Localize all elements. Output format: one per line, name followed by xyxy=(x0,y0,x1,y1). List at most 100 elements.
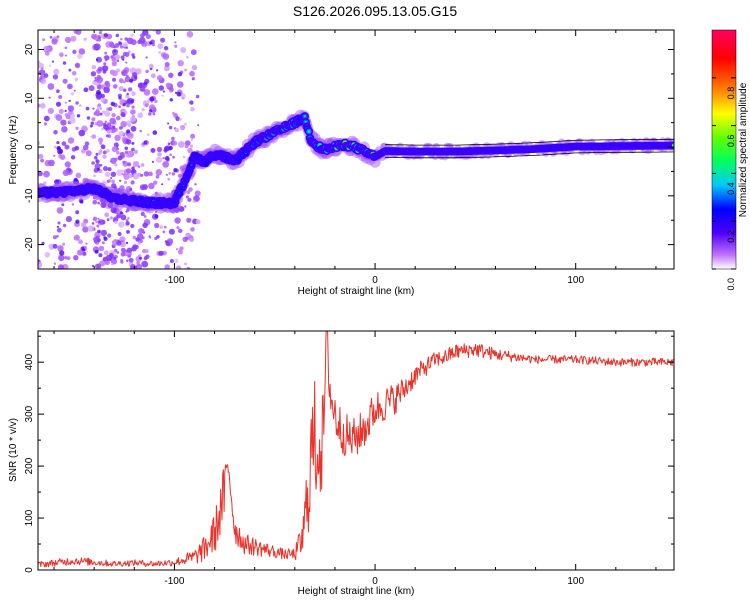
heatmap-cell xyxy=(97,66,103,72)
heatmap-cell xyxy=(96,263,102,269)
heatmap-cell xyxy=(70,35,77,42)
heatmap-cell xyxy=(148,182,155,190)
heatmap-cell xyxy=(80,246,85,251)
heatmap-cell xyxy=(131,142,135,145)
heatmap-cell xyxy=(128,252,132,256)
spectrogram-ylabel: Frequency (Hz) xyxy=(8,116,19,185)
heatmap-cell xyxy=(66,256,71,260)
heatmap-cell xyxy=(174,44,178,48)
heatmap-cell xyxy=(190,138,193,142)
heatmap-cell xyxy=(120,259,124,262)
heatmap-cell xyxy=(92,107,95,110)
heatmap-cell xyxy=(120,112,126,117)
heatmap-cell xyxy=(64,109,67,112)
heatmap-cell xyxy=(100,144,106,150)
x-tick-label: -100 xyxy=(164,576,184,587)
heatmap-cell xyxy=(70,155,76,160)
heatmap-cell xyxy=(90,121,95,125)
heatmap-cell xyxy=(67,137,75,144)
heatmap-cell xyxy=(137,39,142,45)
heatmap-cell xyxy=(126,208,130,212)
heatmap-cell xyxy=(168,171,172,175)
heatmap-cell xyxy=(93,43,101,51)
heatmap-cell xyxy=(143,89,151,96)
heatmap-cell xyxy=(126,259,129,262)
heatmap-cell xyxy=(43,115,50,122)
heatmap-cell xyxy=(178,192,181,195)
heatmap-cell xyxy=(162,230,166,234)
heatmap-cell xyxy=(103,250,109,256)
heatmap-cell xyxy=(38,141,41,145)
heatmap-cell xyxy=(82,177,89,185)
heatmap-cell xyxy=(168,125,173,130)
heatmap-cell xyxy=(156,146,163,153)
heatmap-cell xyxy=(80,222,87,228)
heatmap-cell xyxy=(68,99,71,103)
heatmap-cell xyxy=(92,216,98,221)
heatmap-cell xyxy=(75,101,79,105)
heatmap-cell xyxy=(154,214,159,218)
heatmap-cell xyxy=(130,109,136,115)
heatmap-cell xyxy=(174,127,180,133)
heatmap-cell xyxy=(56,235,59,238)
heatmap-cell xyxy=(178,141,185,148)
heatmap-cell xyxy=(115,33,120,38)
heatmap-cell xyxy=(136,261,140,265)
heatmap-cell xyxy=(176,91,182,97)
heatmap-cell xyxy=(85,242,88,245)
heatmap-cell xyxy=(62,169,70,176)
heatmap-cell xyxy=(130,180,135,185)
heatmap-cell xyxy=(133,149,138,154)
snr-ylabel: SNR (10 * v/v) xyxy=(8,418,19,482)
heatmap-cell xyxy=(64,144,70,150)
heatmap-cell xyxy=(184,140,191,147)
heatmap-cell xyxy=(118,78,124,84)
heatmap-cell xyxy=(125,94,130,99)
heatmap-cell xyxy=(111,61,117,67)
heatmap-cell xyxy=(71,203,75,206)
heatmap-cell xyxy=(132,172,140,180)
heatmap-cell xyxy=(156,69,159,72)
heatmap-cell xyxy=(158,250,164,256)
heatmap-cell xyxy=(163,225,167,229)
heatmap-cell xyxy=(107,233,112,238)
heatmap-cell xyxy=(95,58,99,61)
heatmap-cell xyxy=(120,214,127,221)
heatmap-cell xyxy=(197,124,200,127)
x-tick-label: 0 xyxy=(372,576,378,587)
heatmap-cell xyxy=(126,92,129,96)
heatmap-cell xyxy=(126,168,132,174)
snr-xlabel: Height of straight line (km) xyxy=(298,586,415,597)
heatmap-cell xyxy=(70,113,76,118)
heatmap-cell xyxy=(147,133,150,136)
x-tick-label: 100 xyxy=(567,576,584,587)
heatmap-cell xyxy=(114,220,118,224)
heatmap-cell xyxy=(187,197,192,202)
heatmap-cell xyxy=(62,223,67,228)
heatmap-cell xyxy=(161,183,164,186)
heatmap-cell xyxy=(145,56,148,59)
colorbar-tick-label: 0.2 xyxy=(726,230,736,243)
heatmap-cell xyxy=(110,171,117,177)
heatmap-cell xyxy=(95,159,98,162)
heatmap-cell xyxy=(122,42,128,48)
colorbar: 0.0 0.2 0.4 0.6 0.8 Normalized spectral ampl… xyxy=(711,29,749,291)
heatmap-cell xyxy=(59,52,64,57)
heatmap-cell xyxy=(96,120,104,127)
heatmap-cell xyxy=(172,155,175,159)
heatmap-cell xyxy=(110,177,113,179)
heatmap-cell xyxy=(178,118,182,121)
heatmap-cell xyxy=(185,195,189,199)
heatmap-cell xyxy=(145,69,149,74)
heatmap-cell xyxy=(163,46,169,51)
snr-axes: -100 0 100 0 100 200 300 400 xyxy=(24,331,674,587)
heatmap-cell xyxy=(53,130,58,135)
heatmap-cell xyxy=(115,189,119,193)
heatmap-cell xyxy=(102,257,107,262)
heatmap-cell xyxy=(190,106,195,112)
heatmap-cell xyxy=(53,262,57,265)
heatmap-cell xyxy=(140,33,145,38)
heatmap-cell xyxy=(99,112,103,116)
heatmap-cell xyxy=(100,98,105,103)
snr-panel: -100 0 100 0 100 200 300 400 Height of straight… xyxy=(8,330,675,597)
